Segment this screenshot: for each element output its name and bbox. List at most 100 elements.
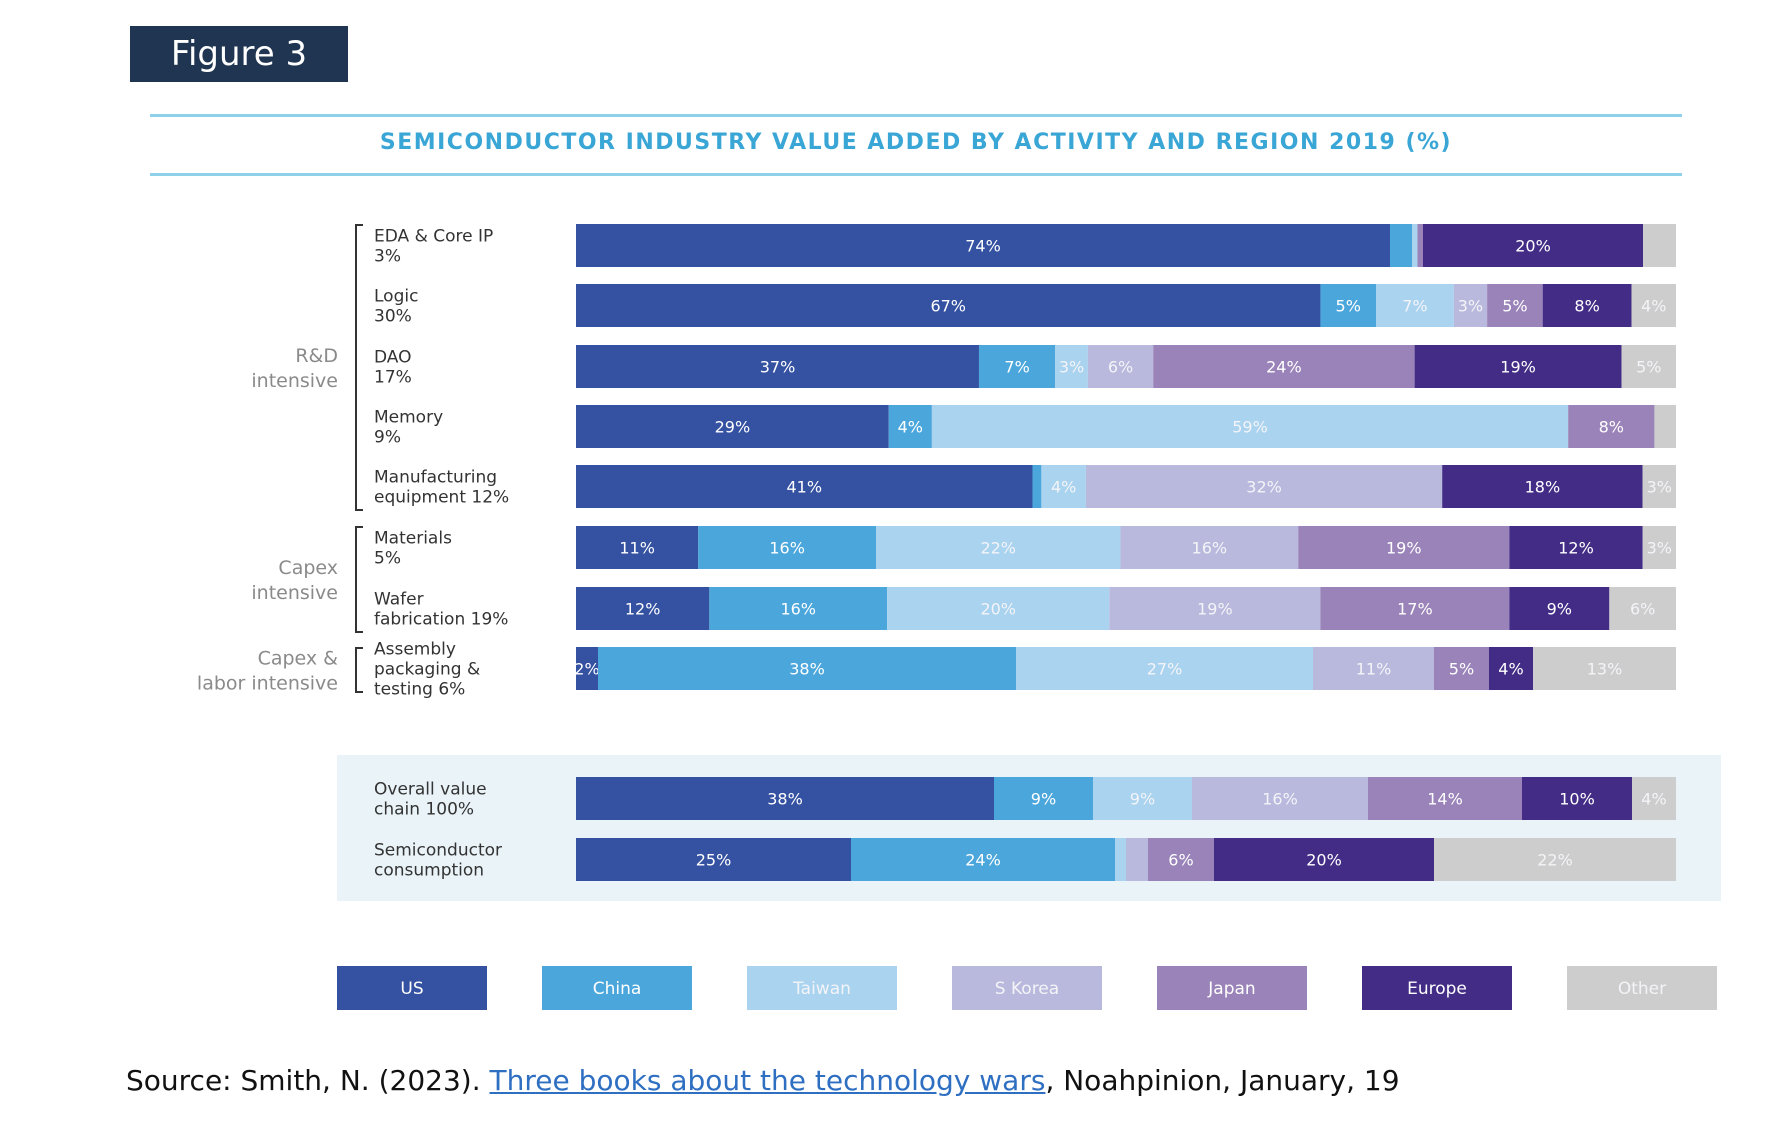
group-label-2-line-0: Capex & bbox=[258, 648, 339, 670]
title-rule-bottom bbox=[150, 173, 1682, 176]
data-label-7-us: 2% bbox=[574, 660, 599, 679]
bar-4-china bbox=[1032, 465, 1042, 508]
legend-label-china: China bbox=[593, 979, 642, 999]
bar-0-japan bbox=[1417, 224, 1423, 267]
bar-9-other bbox=[1434, 838, 1676, 881]
legend-label-us: US bbox=[400, 979, 423, 999]
figure-badge: Figure 3 bbox=[130, 26, 348, 82]
data-label-6-us: 12% bbox=[625, 600, 661, 619]
data-label-7-s-korea: 11% bbox=[1356, 660, 1392, 679]
bar-4-taiwan bbox=[1041, 465, 1086, 508]
group-bracket-2 bbox=[355, 647, 363, 693]
data-label-6-japan: 17% bbox=[1397, 600, 1433, 619]
bar-5-s-korea bbox=[1120, 526, 1299, 569]
bar-3-japan bbox=[1568, 405, 1655, 448]
bar-3-taiwan bbox=[931, 405, 1569, 448]
bar-1-us bbox=[576, 284, 1321, 327]
data-label-9-other: 22% bbox=[1537, 851, 1573, 870]
bar-8-other bbox=[1632, 777, 1676, 820]
bar-7-europe bbox=[1489, 647, 1533, 690]
legend-swatch-other bbox=[1567, 966, 1717, 1010]
bar-2-other bbox=[1621, 345, 1676, 388]
data-label-5-s-korea: 16% bbox=[1192, 539, 1228, 558]
data-label-5-us: 11% bbox=[619, 539, 655, 558]
data-label-7-taiwan: 27% bbox=[1147, 660, 1183, 679]
bar-5-china bbox=[698, 526, 876, 569]
data-label-5-europe: 12% bbox=[1558, 539, 1594, 558]
data-label-4-taiwan: 4% bbox=[1051, 478, 1076, 497]
row-label-2-line-1: 17% bbox=[374, 368, 412, 388]
bar-1-s-korea bbox=[1453, 284, 1488, 327]
bar-6-s-korea bbox=[1109, 587, 1321, 630]
bar-9-s-korea bbox=[1126, 838, 1148, 881]
bar-5-taiwan bbox=[876, 526, 1121, 569]
data-label-9-us: 25% bbox=[696, 851, 732, 870]
bar-8-europe bbox=[1522, 777, 1632, 820]
data-label-7-other: 13% bbox=[1587, 660, 1623, 679]
data-label-2-us: 37% bbox=[760, 358, 796, 377]
data-label-1-s-korea: 3% bbox=[1458, 297, 1483, 316]
bar-6-japan bbox=[1320, 587, 1510, 630]
bar-4-europe bbox=[1442, 465, 1643, 508]
legend-label-other: Other bbox=[1618, 979, 1666, 999]
source-citation: Source: Smith, N. (2023). Three books ab… bbox=[126, 1064, 1400, 1097]
data-label-8-s-korea: 16% bbox=[1262, 790, 1298, 809]
bar-4-s-korea bbox=[1085, 465, 1443, 508]
group-label-0-line-0: R&D bbox=[295, 345, 338, 367]
data-label-9-europe: 20% bbox=[1306, 851, 1342, 870]
data-label-7-japan: 5% bbox=[1449, 660, 1474, 679]
data-label-7-europe: 4% bbox=[1498, 660, 1523, 679]
bar-1-other bbox=[1631, 284, 1676, 327]
row-label-2-line-0: DAO bbox=[374, 348, 412, 368]
bar-8-s-korea bbox=[1192, 777, 1368, 820]
data-label-0-europe: 20% bbox=[1515, 237, 1551, 256]
data-label-8-europe: 10% bbox=[1559, 790, 1595, 809]
bar-6-china bbox=[709, 587, 888, 630]
bar-1-japan bbox=[1487, 284, 1543, 327]
source-link[interactable]: Three books about the technology wars bbox=[489, 1064, 1046, 1097]
data-label-5-other: 3% bbox=[1647, 539, 1672, 558]
legend-label-japan: Japan bbox=[1207, 979, 1255, 999]
source-suffix: , Noahpinion, January, 19 bbox=[1045, 1064, 1400, 1097]
bar-5-japan bbox=[1298, 526, 1510, 569]
data-label-7-china: 38% bbox=[789, 660, 825, 679]
data-label-5-japan: 19% bbox=[1386, 539, 1422, 558]
group-bracket-0 bbox=[355, 224, 363, 511]
group-label-1-line-0: Capex bbox=[278, 557, 338, 579]
source-prefix: Source: Smith, N. (2023). bbox=[126, 1064, 490, 1097]
row-label-8-line-1: chain 100% bbox=[374, 800, 474, 820]
row-label-8-line-0: Overall value bbox=[374, 780, 487, 800]
bar-4-us bbox=[576, 465, 1033, 508]
bar-6-us bbox=[576, 587, 710, 630]
row-label-0-line-0: EDA & Core IP bbox=[374, 227, 493, 247]
legend-swatch-japan bbox=[1157, 966, 1307, 1010]
legend-label-s-korea: S Korea bbox=[995, 979, 1059, 999]
bar-1-taiwan bbox=[1376, 284, 1454, 327]
data-label-5-taiwan: 22% bbox=[980, 539, 1016, 558]
row-label-1-line-0: Logic bbox=[374, 287, 418, 307]
bar-7-taiwan bbox=[1016, 647, 1313, 690]
bar-0-taiwan bbox=[1412, 224, 1418, 267]
bar-0-europe bbox=[1423, 224, 1643, 267]
bar-7-us bbox=[576, 647, 598, 690]
data-label-2-taiwan: 3% bbox=[1059, 358, 1084, 377]
bar-2-taiwan bbox=[1055, 345, 1088, 388]
title-rule-top bbox=[150, 114, 1682, 117]
bar-6-other bbox=[1609, 587, 1676, 630]
data-label-6-s-korea: 19% bbox=[1197, 600, 1233, 619]
data-label-6-china: 16% bbox=[780, 600, 816, 619]
bar-8-japan bbox=[1368, 777, 1522, 820]
group-label-0-line-1: intensive bbox=[251, 370, 338, 392]
row-label-1-line-1: 30% bbox=[374, 307, 412, 327]
data-label-8-china: 9% bbox=[1031, 790, 1056, 809]
bar-8-china bbox=[994, 777, 1093, 820]
row-label-7-line-1: packaging & bbox=[374, 660, 480, 680]
row-label-4-line-0: Manufacturing bbox=[374, 468, 497, 488]
data-label-4-s-korea: 32% bbox=[1246, 478, 1282, 497]
data-label-4-other: 3% bbox=[1647, 478, 1672, 497]
bar-5-europe bbox=[1509, 526, 1643, 569]
legend-swatch-us bbox=[337, 966, 487, 1010]
bar-2-japan bbox=[1153, 345, 1415, 388]
data-label-9-japan: 6% bbox=[1168, 851, 1193, 870]
group-label-1-line-1: intensive bbox=[251, 582, 338, 604]
